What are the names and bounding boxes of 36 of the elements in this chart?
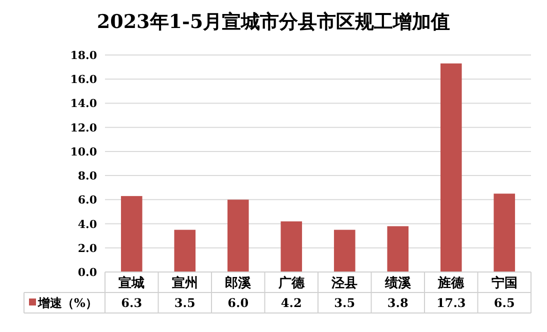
chart-title: 2023年1-5月宣城市分县市区规工增加值: [96, 11, 450, 33]
bar: [387, 226, 409, 272]
data-label: 6.3: [121, 296, 142, 310]
x-tick-label: 旌德: [437, 275, 466, 291]
data-label: 4.2: [280, 296, 302, 310]
y-tick-label: 18.0: [70, 49, 98, 62]
bar: [440, 63, 462, 272]
data-label: 17.3: [436, 296, 466, 310]
bar: [174, 230, 196, 272]
y-tick-label: 14.0: [70, 97, 98, 110]
y-tick-label: 6.0: [78, 194, 98, 207]
legend-label: 增速（%）: [37, 296, 98, 310]
bar: [280, 221, 302, 272]
x-tick-label: 宁国: [491, 275, 518, 291]
data-label: 6.0: [228, 296, 249, 310]
bar: [227, 200, 249, 272]
y-tick-label: 0.0: [78, 266, 98, 279]
x-tick-label: 泾县: [330, 276, 358, 291]
y-tick-label: 2.0: [78, 242, 98, 255]
y-tick-label: 4.0: [78, 218, 98, 231]
data-label: 3.8: [387, 296, 408, 310]
y-tick-label: 10.0: [70, 145, 98, 158]
data-label: 3.5: [334, 296, 356, 310]
bar: [334, 230, 356, 272]
x-tick-label: 宣城: [118, 275, 145, 291]
x-tick-label: 广德: [277, 275, 306, 291]
y-tick-label: 16.0: [70, 73, 98, 86]
y-tick-label: 8.0: [78, 170, 98, 183]
x-tick-label: 绩溪: [384, 276, 412, 291]
data-label: 3.5: [174, 296, 196, 310]
data-label: 6.5: [494, 296, 515, 310]
bar: [120, 196, 142, 272]
x-tick-label: 郎溪: [225, 275, 252, 291]
bar: [494, 194, 516, 272]
x-tick-label: 宣州: [172, 275, 198, 291]
y-tick-label: 12.0: [70, 121, 98, 134]
